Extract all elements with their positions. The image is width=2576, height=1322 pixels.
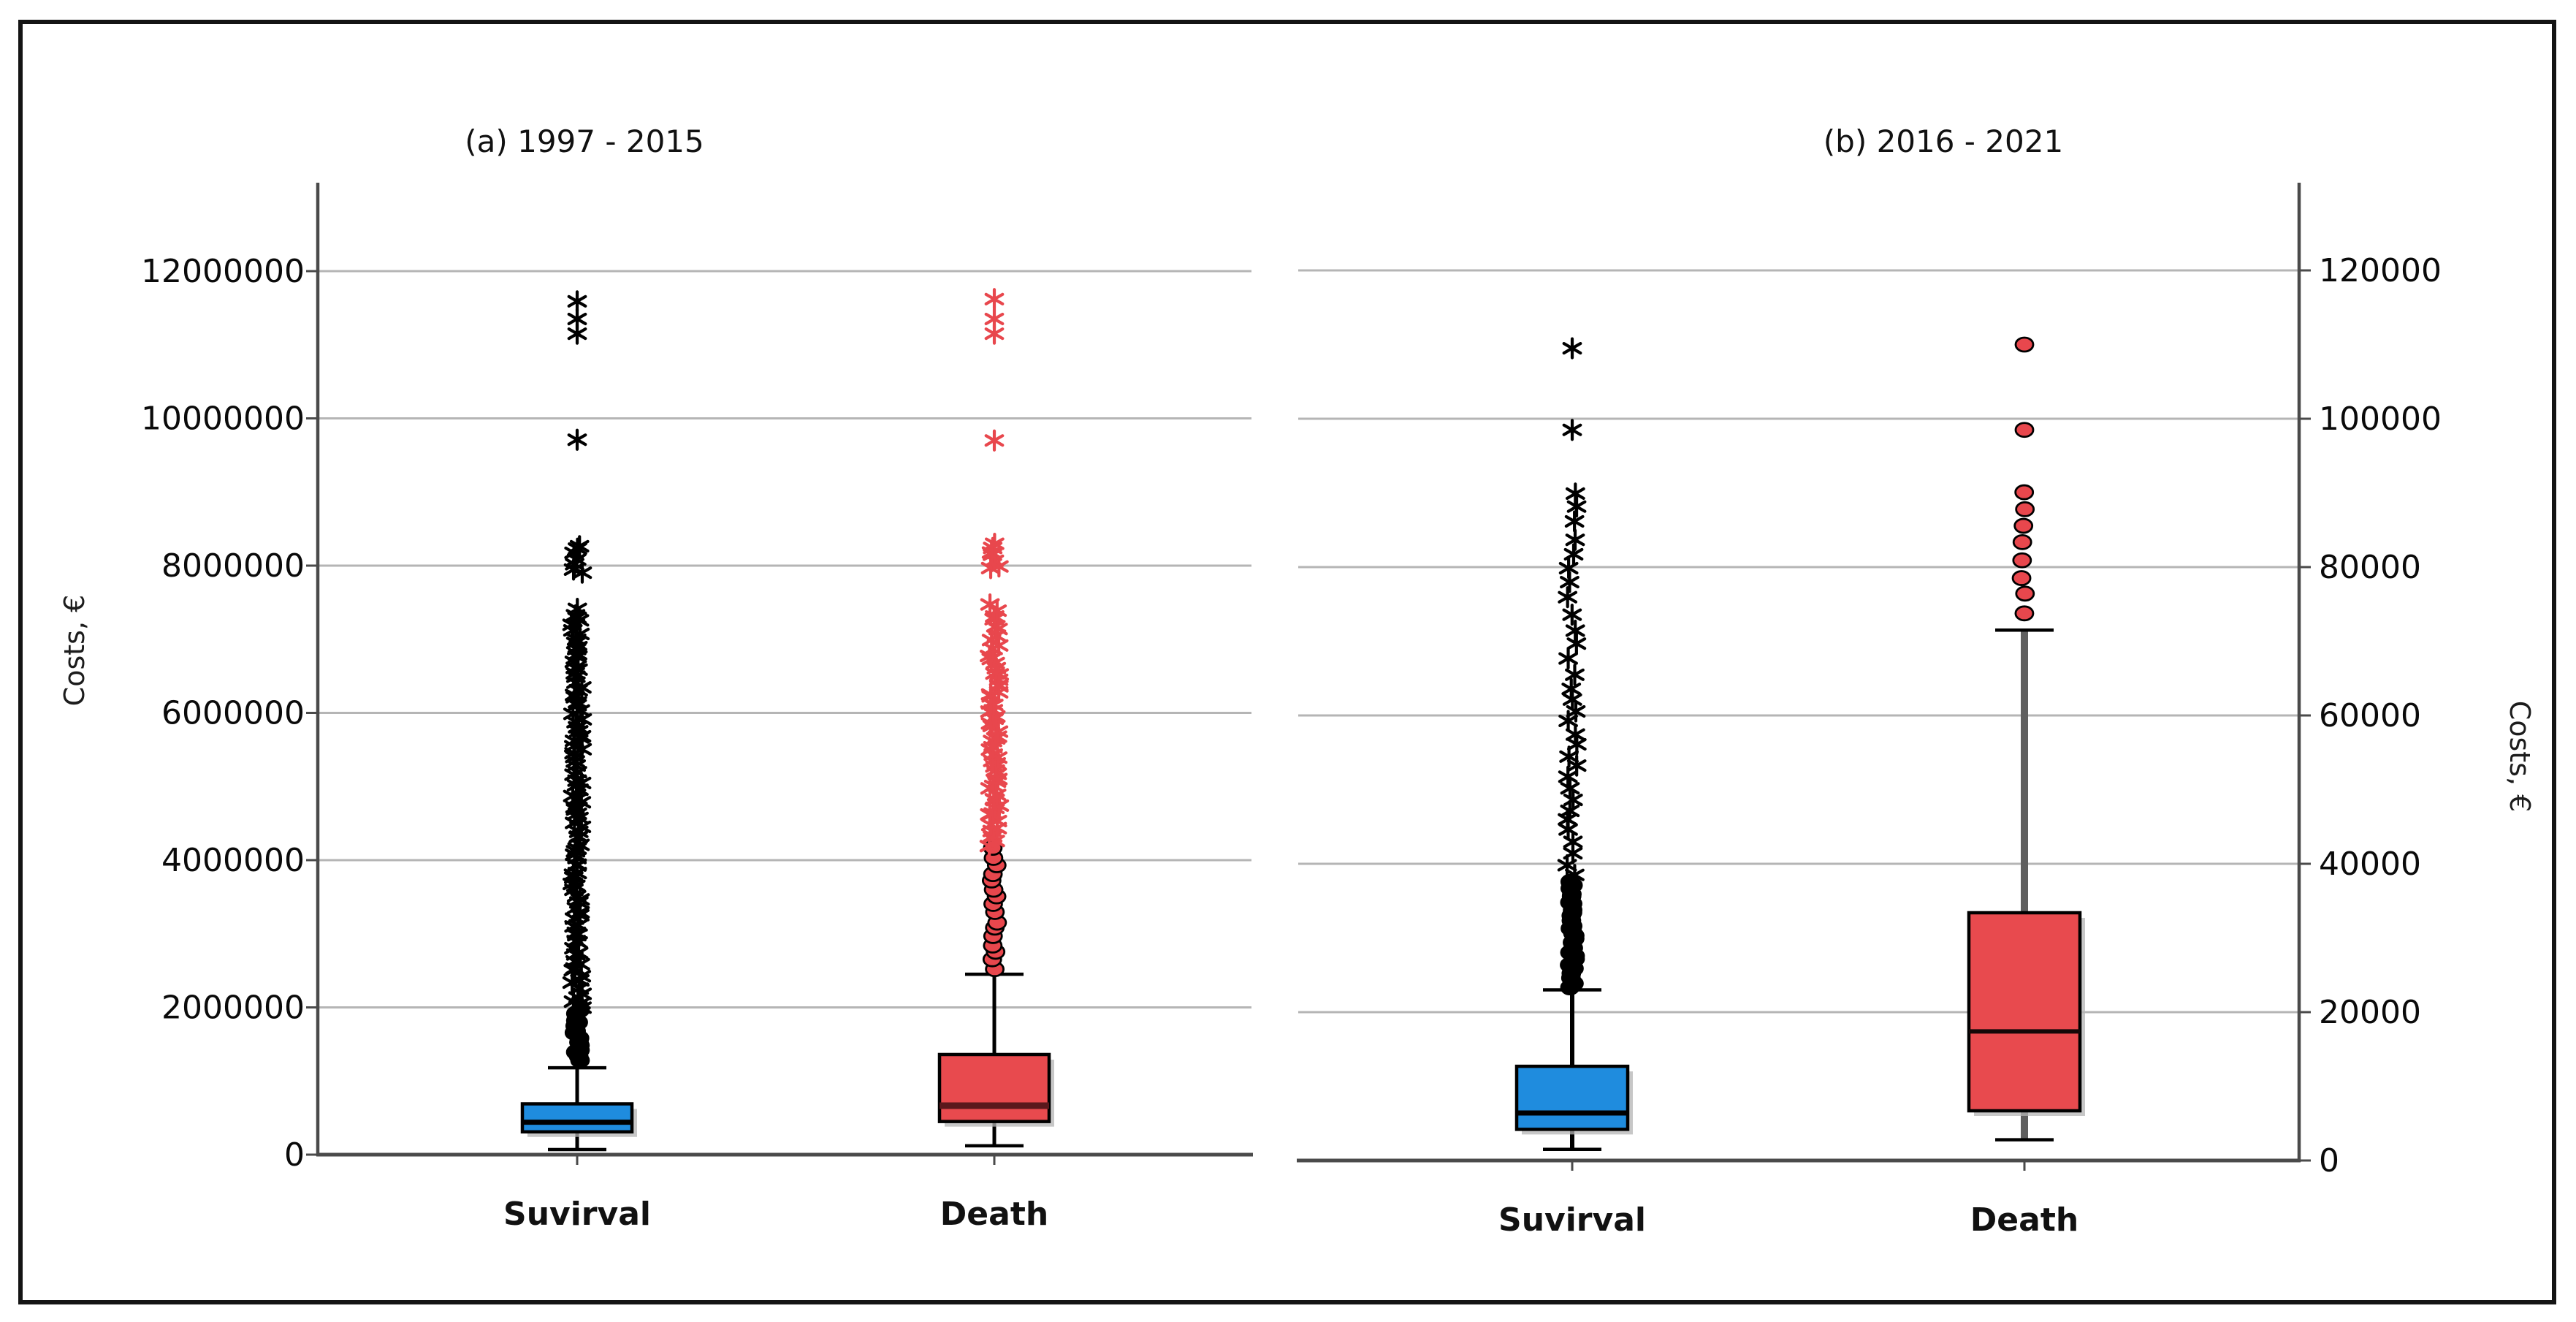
panel-a: 0 2000000 4000000 6000000 8000000 10000000 120… bbox=[141, 183, 1253, 1174]
outlier-circle bbox=[2015, 585, 2035, 602]
y-tick-label: 4000000 bbox=[161, 842, 305, 879]
outlier-asterisk bbox=[980, 593, 1000, 616]
y-tick-label: 20000 bbox=[2319, 994, 2421, 1031]
outlier-asterisk bbox=[1565, 482, 1585, 505]
outlier-asterisk bbox=[567, 308, 587, 330]
outlier-asterisk bbox=[1560, 777, 1580, 799]
panel-b: 0 20000 40000 60000 80000 100000 120000 bbox=[1297, 183, 2442, 1179]
box-iqr bbox=[1967, 911, 2082, 1113]
outlier-asterisk bbox=[567, 428, 587, 451]
outlier-asterisk bbox=[1566, 754, 1587, 777]
y-tick-label: 0 bbox=[2319, 1142, 2339, 1179]
outlier-circle bbox=[2014, 605, 2035, 622]
outlier-asterisk bbox=[1558, 647, 1578, 670]
y-tick-label: 10000000 bbox=[141, 400, 305, 438]
box-column-death bbox=[937, 288, 1054, 1148]
outlier-circle bbox=[2014, 484, 2035, 501]
outlier-asterisk bbox=[1564, 510, 1585, 533]
outlier-asterisk bbox=[1565, 619, 1585, 642]
outlier-asterisk bbox=[567, 290, 587, 313]
box-iqr bbox=[937, 1052, 1051, 1123]
outlier-asterisk bbox=[1562, 337, 1582, 360]
y-tick-label: 40000 bbox=[2319, 846, 2421, 883]
outlier-asterisk bbox=[1565, 723, 1585, 746]
category-label-death-b: Death bbox=[1970, 1201, 2078, 1239]
outlier-asterisk bbox=[985, 532, 1005, 555]
y-tick-label: 6000000 bbox=[161, 695, 305, 732]
y-tick-label: 8000000 bbox=[161, 547, 305, 585]
outlier-asterisk bbox=[1566, 700, 1586, 723]
category-label-suvirval-b: Suvirval bbox=[1498, 1201, 1646, 1239]
outlier-circle bbox=[2014, 336, 2035, 353]
outlier-asterisk bbox=[1562, 604, 1582, 626]
y-tick-label: 12000000 bbox=[141, 253, 305, 290]
outlier-circle bbox=[2014, 422, 2035, 438]
outlier-asterisk bbox=[1561, 677, 1582, 700]
panel-a-y-axis-label: Costs, € bbox=[58, 595, 91, 707]
outlier-asterisk bbox=[1558, 586, 1578, 609]
outlier-asterisk bbox=[1565, 664, 1585, 686]
outlier-circle bbox=[2015, 501, 2035, 517]
outlier-asterisk bbox=[1563, 789, 1583, 811]
panel-b-title: (b) 2016 - 2021 bbox=[1824, 124, 2063, 159]
outlier-asterisk bbox=[984, 288, 1005, 311]
panel-b-y-axis-label: Costs, € bbox=[2504, 701, 2536, 813]
outlier-asterisk bbox=[1562, 419, 1582, 441]
outlier-circle bbox=[2013, 517, 2034, 534]
y-tick-label: 80000 bbox=[2319, 549, 2421, 586]
y-tick-label: 0 bbox=[284, 1136, 305, 1174]
y-tick-label: 100000 bbox=[2319, 400, 2442, 438]
panel-a-title: (a) 1997 - 2015 bbox=[465, 124, 704, 159]
outlier-asterisk bbox=[987, 599, 1007, 622]
outlier-asterisk bbox=[1560, 799, 1580, 822]
outlier-asterisk bbox=[984, 308, 1005, 330]
outlier-circle bbox=[2012, 552, 2032, 569]
box-iqr bbox=[520, 1102, 634, 1134]
outlier-asterisk bbox=[984, 429, 1005, 452]
outlier-asterisk bbox=[568, 914, 588, 937]
outlier-asterisk bbox=[1565, 528, 1585, 551]
outlier-asterisk bbox=[567, 598, 587, 620]
y-tick-label: 120000 bbox=[2319, 252, 2442, 289]
y-tick-label: 60000 bbox=[2319, 697, 2421, 734]
category-label-death-a: Death bbox=[940, 1196, 1048, 1233]
box-iqr bbox=[1514, 1064, 1630, 1131]
box-column-suvirval bbox=[1514, 337, 1633, 1152]
outlier-asterisk bbox=[569, 535, 590, 558]
outlier-circle bbox=[2011, 570, 2032, 586]
outlier-asterisk bbox=[981, 647, 1002, 670]
outlier-circle bbox=[2012, 533, 2032, 550]
figure-border bbox=[18, 20, 2556, 1304]
category-label-suvirval-a: Suvirval bbox=[503, 1196, 651, 1233]
box-column-suvirval bbox=[520, 290, 637, 1152]
y-tick-label: 2000000 bbox=[161, 989, 305, 1027]
box-column-death bbox=[1967, 336, 2085, 1141]
